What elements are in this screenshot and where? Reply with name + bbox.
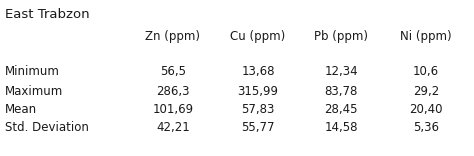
Text: 20,40: 20,40 bbox=[409, 103, 443, 116]
Text: 5,36: 5,36 bbox=[413, 121, 439, 134]
Text: Ni (ppm): Ni (ppm) bbox=[400, 30, 452, 43]
Text: East Trabzon: East Trabzon bbox=[5, 8, 90, 21]
Text: Pb (ppm): Pb (ppm) bbox=[314, 30, 368, 43]
Text: 12,34: 12,34 bbox=[324, 65, 358, 78]
Text: 315,99: 315,99 bbox=[237, 85, 279, 98]
Text: 286,3: 286,3 bbox=[156, 85, 190, 98]
Text: 56,5: 56,5 bbox=[160, 65, 186, 78]
Text: 29,2: 29,2 bbox=[413, 85, 439, 98]
Text: 42,21: 42,21 bbox=[156, 121, 190, 134]
Text: 55,77: 55,77 bbox=[241, 121, 275, 134]
Text: Std. Deviation: Std. Deviation bbox=[5, 121, 89, 134]
Text: 13,68: 13,68 bbox=[241, 65, 275, 78]
Text: Cu (ppm): Cu (ppm) bbox=[230, 30, 286, 43]
Text: 83,78: 83,78 bbox=[324, 85, 358, 98]
Text: 101,69: 101,69 bbox=[153, 103, 193, 116]
Text: Mean: Mean bbox=[5, 103, 37, 116]
Text: Maximum: Maximum bbox=[5, 85, 63, 98]
Text: 10,6: 10,6 bbox=[413, 65, 439, 78]
Text: 57,83: 57,83 bbox=[241, 103, 275, 116]
Text: 28,45: 28,45 bbox=[324, 103, 358, 116]
Text: 14,58: 14,58 bbox=[324, 121, 358, 134]
Text: Zn (ppm): Zn (ppm) bbox=[146, 30, 201, 43]
Text: Minimum: Minimum bbox=[5, 65, 60, 78]
